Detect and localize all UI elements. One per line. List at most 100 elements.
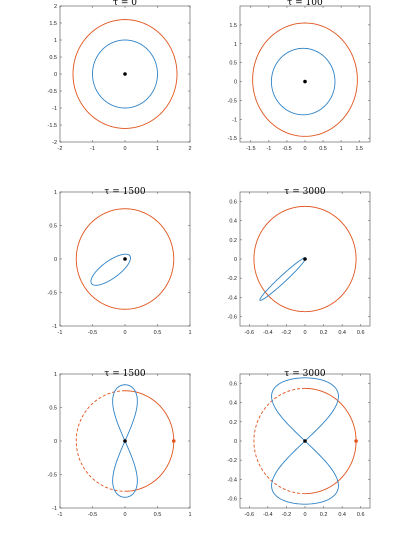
- x-tick-label: -1: [58, 330, 63, 336]
- y-tick-label: 0.6: [229, 382, 237, 388]
- y-tick-label: 0.5: [49, 55, 57, 61]
- curve-series: [72, 19, 178, 129]
- y-tick-label: -0.6: [228, 314, 237, 320]
- y-tick-label: 0: [54, 72, 57, 78]
- orbit-dashed: [253, 387, 306, 495]
- curve-series: [90, 253, 131, 286]
- x-tick-label: 0.5: [319, 146, 327, 152]
- curve-series: [259, 257, 307, 301]
- x-tick-label: 0: [123, 512, 126, 518]
- y-tick-label: 1: [54, 372, 57, 378]
- y-tick-label: -1: [232, 117, 237, 123]
- y-tick-label: -2: [52, 140, 57, 146]
- y-tick-label: 0.4: [229, 219, 237, 225]
- y-tick-label: -1: [52, 506, 57, 512]
- marker-point: [354, 439, 358, 443]
- curve-series: [92, 39, 158, 109]
- marker-point: [303, 439, 307, 443]
- y-tick-label: -1: [52, 106, 57, 112]
- plot-area: [72, 19, 178, 129]
- x-tick-label: -0.6: [245, 512, 254, 518]
- plot-area: [253, 377, 358, 505]
- panel-2: τ = 100 -1.5 -1 -0.5 0 0.5 1 1.5 -1.5 -1 -0.5 0 0.5 1…: [228, 0, 371, 152]
- curve-series: [253, 205, 357, 313]
- curve-series: [270, 47, 336, 116]
- y-tick-label: -0.4: [228, 295, 237, 301]
- x-tick-label: 1: [188, 512, 191, 518]
- orbit-dashed: [75, 390, 126, 492]
- y-tick-label: -0.2: [228, 276, 237, 282]
- x-tick-label: -1: [58, 512, 63, 518]
- x-tick-label: 0: [303, 512, 306, 518]
- x-tick-label: 0.2: [320, 330, 328, 336]
- x-tick-label: 2: [188, 146, 191, 152]
- marker-point: [123, 72, 127, 76]
- orbit-solid: [124, 390, 175, 492]
- curve-series: [75, 208, 175, 310]
- y-tick-label: -1.5: [48, 123, 57, 129]
- y-tick-label: -1: [52, 324, 57, 330]
- y-tick-label: 0.5: [49, 224, 57, 230]
- marker-point: [123, 257, 127, 261]
- x-tick-label: -0.5: [282, 146, 291, 152]
- x-tick-label: -0.5: [88, 512, 97, 518]
- x-tick-label: 1: [156, 146, 159, 152]
- panel-3: τ = 1500-1 -0.5 0 0.5 1-1-0.500.51: [48, 187, 192, 336]
- y-tick-label: -0.5: [48, 89, 57, 95]
- y-tick-label: 0: [234, 257, 237, 263]
- x-tick-label: -0.2: [282, 330, 291, 336]
- x-tick-label: 1.5: [355, 146, 363, 152]
- y-tick-label: 0.6: [229, 200, 237, 206]
- x-tick-label: -1: [266, 146, 271, 152]
- plot-area: [253, 205, 357, 313]
- x-tick-label: -1: [90, 146, 95, 152]
- x-tick-label: 0: [303, 330, 306, 336]
- y-tick-label: 0: [234, 439, 237, 445]
- y-tick-label: -0.2: [228, 458, 237, 464]
- x-tick-label: 0: [303, 146, 306, 152]
- y-tick-label: -0.6: [228, 496, 237, 502]
- axes-frame: [239, 5, 371, 143]
- panel-5: τ = 1500-1 -0.5 0 0.5 1-1-0.500.51: [48, 369, 192, 518]
- plot-area: [75, 384, 176, 498]
- marker-point: [171, 439, 176, 443]
- x-tick-label: 0.6: [357, 512, 365, 518]
- orbit-solid: [304, 387, 357, 495]
- y-tick-label: 0: [54, 439, 57, 445]
- x-tick-label: -0.2: [282, 512, 291, 518]
- y-tick-label: -0.5: [48, 473, 57, 479]
- x-tick-label: 0.2: [320, 512, 328, 518]
- y-tick-label: 1.5: [229, 23, 237, 29]
- marker-point: [303, 79, 307, 84]
- y-tick-label: 1: [54, 190, 57, 196]
- x-tick-label: -0.6: [245, 330, 254, 336]
- x-tick-label: 1: [340, 146, 343, 152]
- y-tick-label: -0.5: [48, 291, 57, 297]
- y-tick-label: 2: [54, 4, 57, 10]
- y-tick-label: 0.2: [229, 238, 237, 244]
- x-tick-label: -0.4: [263, 330, 272, 336]
- y-tick-label: 0.5: [229, 61, 237, 67]
- y-tick-label: 1: [234, 42, 237, 48]
- panel-6: τ = 3000-0.6 -0.4 -0.2 0 0.2 0.4 0.6-0.6-0.4-0…: [228, 369, 371, 518]
- panel-4: τ = 3000-0.6 -0.4 -0.2 0 0.2 0.4 0.6-0.6-0.4-0…: [228, 187, 371, 336]
- plot-area: [252, 22, 358, 137]
- x-tick-label: -2: [58, 146, 63, 152]
- x-tick-label: 0: [123, 330, 126, 336]
- y-tick-label: 0.5: [49, 406, 57, 412]
- y-tick-label: 0.4: [229, 401, 237, 407]
- y-tick-label: -1.5: [228, 136, 237, 142]
- panel-1: τ = 0 -2 -1 0 1 2 -2 -1.5 -1 -0.5 0 0.5 1 1.5 2: [48, 0, 192, 152]
- y-tick-label: 0: [54, 257, 57, 263]
- y-tick-label: 1: [54, 38, 57, 44]
- x-tick-label: 0.6: [357, 330, 365, 336]
- x-tick-label: 0.4: [338, 330, 346, 336]
- x-tick-label: 0.5: [154, 330, 162, 336]
- marker-point: [123, 439, 127, 443]
- curve-series: [252, 22, 358, 137]
- y-tick-label: 0.2: [229, 420, 237, 426]
- x-tick-label: -1.5: [246, 146, 255, 152]
- x-tick-label: 0: [123, 146, 126, 152]
- y-tick-label: 1.5: [49, 21, 57, 27]
